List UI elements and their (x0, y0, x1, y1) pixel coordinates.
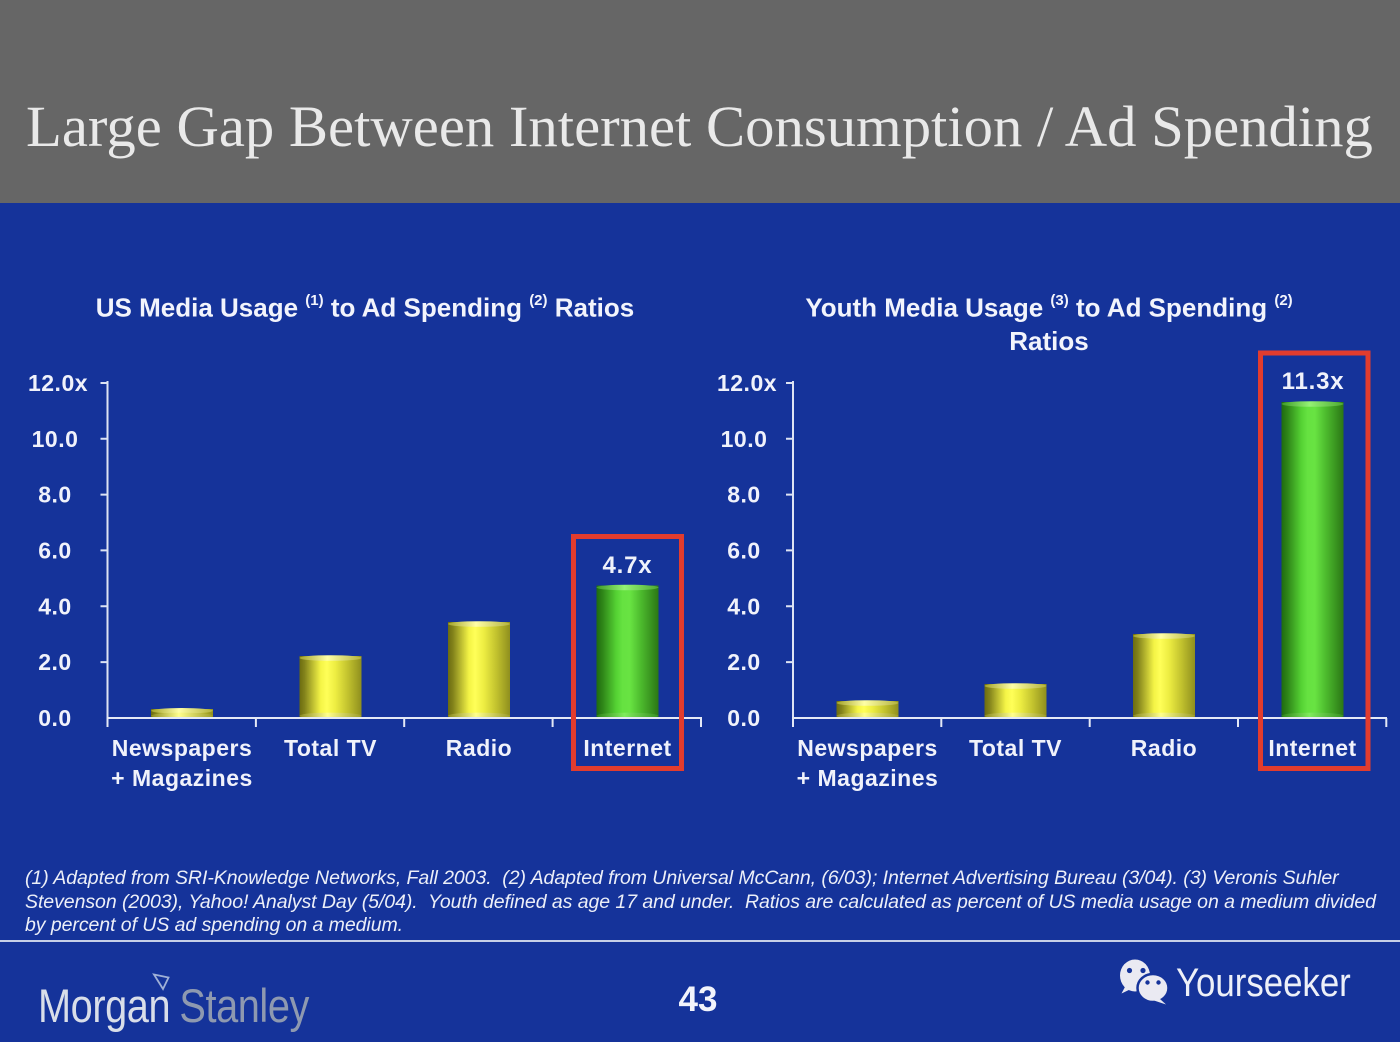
svg-text:10.0: 10.0 (721, 426, 768, 452)
svg-text:2.0: 2.0 (727, 649, 760, 675)
svg-text:4.0: 4.0 (727, 593, 760, 619)
svg-text:0.0: 0.0 (727, 705, 760, 731)
svg-text:6.0: 6.0 (38, 537, 71, 563)
svg-text:12.0x: 12.0x (28, 370, 88, 396)
svg-text:Radio: Radio (1131, 735, 1197, 761)
svg-text:11.3x: 11.3x (1282, 368, 1345, 395)
svg-text:+ Magazines: + Magazines (797, 765, 939, 791)
svg-text:0.0: 0.0 (38, 705, 71, 731)
svg-text:8.0: 8.0 (38, 482, 71, 508)
svg-text:8.0: 8.0 (727, 482, 760, 508)
svg-text:Newspapers: Newspapers (797, 735, 938, 761)
svg-text:Total TV: Total TV (969, 735, 1062, 761)
svg-text:4.7x: 4.7x (603, 552, 653, 579)
svg-text:Internet: Internet (583, 735, 671, 761)
svg-text:Internet: Internet (1268, 735, 1356, 761)
svg-text:2.0: 2.0 (38, 649, 71, 675)
svg-text:Total TV: Total TV (284, 735, 377, 761)
svg-text:+ Magazines: + Magazines (111, 765, 253, 791)
svg-text:6.0: 6.0 (727, 537, 760, 563)
svg-text:Radio: Radio (446, 735, 512, 761)
svg-text:Newspapers: Newspapers (112, 735, 253, 761)
svg-text:4.0: 4.0 (38, 593, 71, 619)
svg-text:10.0: 10.0 (32, 426, 79, 452)
svg-text:12.0x: 12.0x (717, 370, 777, 396)
